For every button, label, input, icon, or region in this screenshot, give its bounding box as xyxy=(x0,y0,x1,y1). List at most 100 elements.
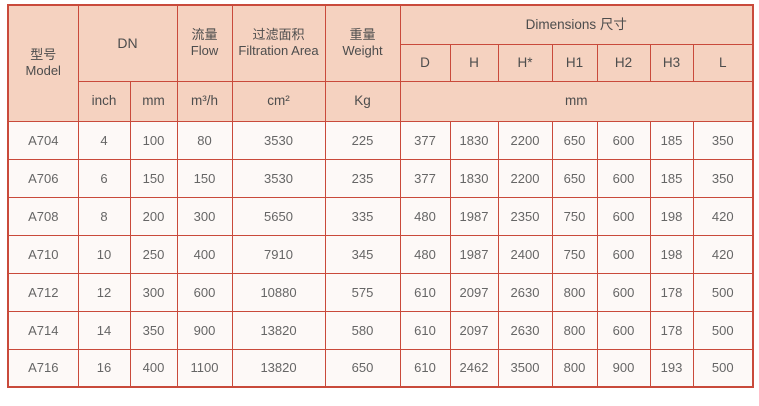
cell-dn-inch: 4 xyxy=(77,120,131,160)
header-row-units: inch mm m³/h cm² Kg mm xyxy=(8,80,754,122)
cell-model: A716 xyxy=(7,348,79,388)
cell-dim-hstar: 3500 xyxy=(497,348,553,388)
cell-model: A712 xyxy=(7,272,79,312)
table-row: A704 4 100 80 3530 225 377 1830 2200 650… xyxy=(7,120,754,160)
cell-dim-h3: 185 xyxy=(649,158,694,198)
cell-weight: 575 xyxy=(324,272,401,312)
header-model-en: Model xyxy=(25,63,61,79)
cell-dn-mm: 300 xyxy=(129,272,178,312)
header-dim-l: L xyxy=(692,43,754,82)
cell-dim-h3: 185 xyxy=(649,120,694,160)
cell-filtration-area: 13820 xyxy=(231,310,326,350)
cell-flow: 150 xyxy=(176,158,233,198)
cell-dim-h: 1830 xyxy=(449,120,499,160)
cell-dn-mm: 350 xyxy=(129,310,178,350)
header-model: 型号 Model xyxy=(7,4,79,122)
table-row: A706 6 150 150 3530 235 377 1830 2200 65… xyxy=(7,158,754,198)
cell-dim-h2: 600 xyxy=(596,120,651,160)
cell-dim-d: 610 xyxy=(399,272,451,312)
cell-dim-hstar: 2400 xyxy=(497,234,553,274)
cell-dim-h1: 650 xyxy=(551,158,598,198)
cell-dim-h3: 178 xyxy=(649,272,694,312)
cell-dn-inch: 12 xyxy=(77,272,131,312)
header-filtration-area: 过滤面积 Filtration Area xyxy=(231,4,326,82)
cell-model: A710 xyxy=(7,234,79,274)
cell-filtration-area: 3530 xyxy=(231,158,326,198)
cell-dn-inch: 8 xyxy=(77,196,131,236)
header-dim-h2: H2 xyxy=(596,43,651,82)
cell-dn-mm: 150 xyxy=(129,158,178,198)
cell-dn-inch: 6 xyxy=(77,158,131,198)
header-unit-mm: mm xyxy=(129,80,178,122)
cell-dim-h1: 650 xyxy=(551,120,598,160)
cell-dim-h3: 193 xyxy=(649,348,694,388)
header-dimensions: Dimensions 尺寸 xyxy=(399,4,754,45)
cell-model: A704 xyxy=(7,120,79,160)
cell-dim-h2: 900 xyxy=(596,348,651,388)
cell-weight: 650 xyxy=(324,348,401,388)
cell-weight: 335 xyxy=(324,196,401,236)
cell-flow: 900 xyxy=(176,310,233,350)
cell-filtration-area: 13820 xyxy=(231,348,326,388)
cell-model: A708 xyxy=(7,196,79,236)
cell-dim-h2: 600 xyxy=(596,158,651,198)
cell-dim-l: 500 xyxy=(692,348,754,388)
table-row: A714 14 350 900 13820 580 610 2097 2630 … xyxy=(7,310,754,350)
cell-dim-h: 2097 xyxy=(449,272,499,312)
cell-dim-h1: 800 xyxy=(551,348,598,388)
cell-dim-d: 610 xyxy=(399,348,451,388)
spec-table: 型号 Model DN 流量 Flow 过滤面积 Filtration Area… xyxy=(7,4,755,388)
cell-weight: 235 xyxy=(324,158,401,198)
cell-flow: 400 xyxy=(176,234,233,274)
cell-dim-h: 1987 xyxy=(449,196,499,236)
cell-dim-h3: 198 xyxy=(649,234,694,274)
cell-dim-hstar: 2350 xyxy=(497,196,553,236)
cell-weight: 345 xyxy=(324,234,401,274)
cell-dim-d: 377 xyxy=(399,120,451,160)
cell-filtration-area: 10880 xyxy=(231,272,326,312)
cell-filtration-area: 7910 xyxy=(231,234,326,274)
header-dim-d: D xyxy=(399,43,451,82)
cell-dim-h: 1987 xyxy=(449,234,499,274)
cell-dim-l: 350 xyxy=(692,120,754,160)
cell-dim-hstar: 2200 xyxy=(497,120,553,160)
table-row: A708 8 200 300 5650 335 480 1987 2350 75… xyxy=(7,196,754,236)
cell-dim-h2: 600 xyxy=(596,196,651,236)
header-weight-zh: 重量 xyxy=(349,27,376,42)
header-weight: 重量 Weight xyxy=(324,4,401,82)
cell-dim-h3: 178 xyxy=(649,310,694,350)
header-unit-weight: Kg xyxy=(324,80,401,122)
cell-dim-d: 480 xyxy=(399,234,451,274)
cell-dim-h: 1830 xyxy=(449,158,499,198)
cell-dim-h1: 800 xyxy=(551,272,598,312)
cell-dim-hstar: 2200 xyxy=(497,158,553,198)
table-body: A704 4 100 80 3530 225 377 1830 2200 650… xyxy=(7,120,754,388)
cell-dn-inch: 10 xyxy=(77,234,131,274)
header-flow-en: Flow xyxy=(190,43,219,59)
cell-dn-mm: 250 xyxy=(129,234,178,274)
header-row-dims: D H H* H1 H2 H3 L xyxy=(8,43,754,82)
cell-dim-l: 500 xyxy=(692,310,754,350)
cell-dim-h: 2097 xyxy=(449,310,499,350)
header-dim-h1: H1 xyxy=(551,43,598,82)
cell-dim-l: 420 xyxy=(692,234,754,274)
cell-dim-h1: 750 xyxy=(551,234,598,274)
cell-dim-d: 610 xyxy=(399,310,451,350)
header-model-zh: 型号 xyxy=(30,47,57,62)
cell-dim-d: 480 xyxy=(399,196,451,236)
cell-dim-h1: 750 xyxy=(551,196,598,236)
table-row: A716 16 400 1100 13820 650 610 2462 3500… xyxy=(7,348,754,388)
cell-flow: 80 xyxy=(176,120,233,160)
header-weight-en: Weight xyxy=(342,43,383,59)
header-unit-inch: inch xyxy=(77,80,131,122)
cell-dn-mm: 400 xyxy=(129,348,178,388)
header-filtration-zh: 过滤面积 xyxy=(252,27,305,42)
cell-dn-inch: 14 xyxy=(77,310,131,350)
table-header: 型号 Model DN 流量 Flow 过滤面积 Filtration Area… xyxy=(7,4,754,122)
table-row: A712 12 300 600 10880 575 610 2097 2630 … xyxy=(7,272,754,312)
header-dim-h: H xyxy=(449,43,499,82)
table-row: A710 10 250 400 7910 345 480 1987 2400 7… xyxy=(7,234,754,274)
cell-dim-d: 377 xyxy=(399,158,451,198)
header-flow: 流量 Flow xyxy=(176,4,233,82)
cell-dn-mm: 100 xyxy=(129,120,178,160)
